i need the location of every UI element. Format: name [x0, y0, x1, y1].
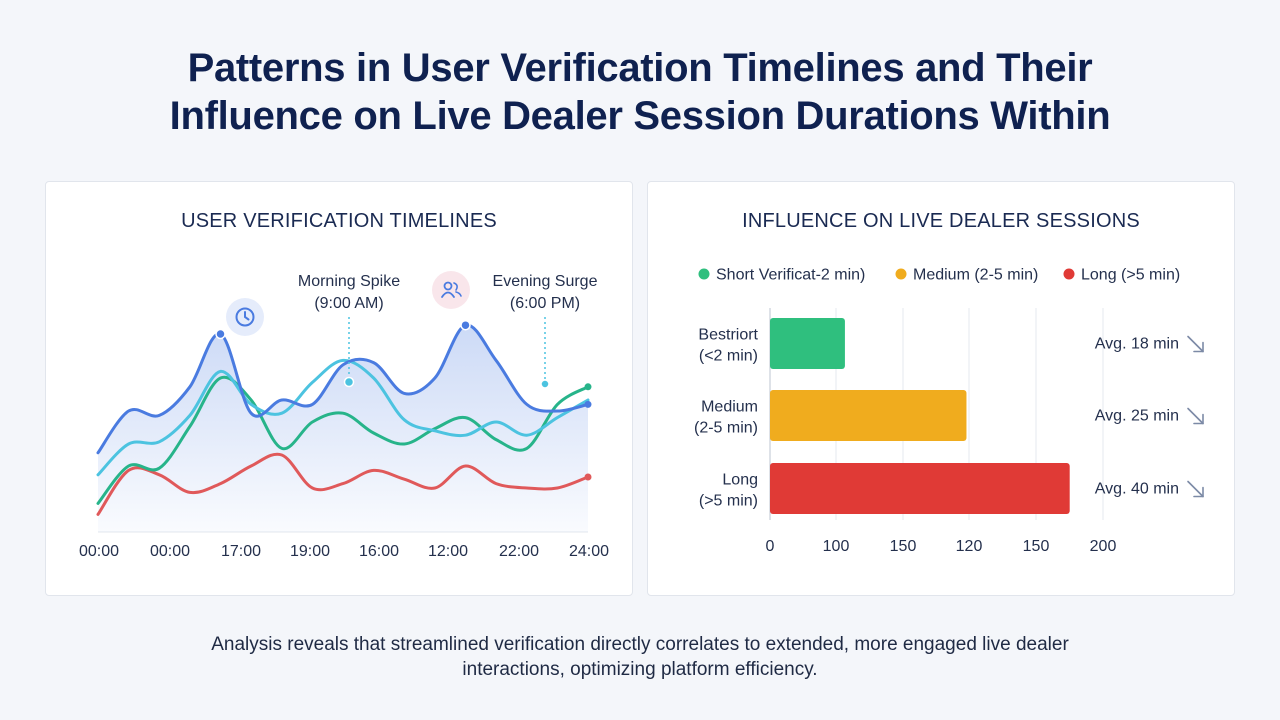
arrow-down-right-icon: [1187, 407, 1204, 425]
legend-label: Short Verificat-2 min): [716, 267, 865, 284]
line-series-1: [96, 358, 590, 477]
legend-label: Medium (2-5 min): [913, 267, 1038, 284]
line-series-3: [96, 452, 590, 516]
annotation-label: Evening Surge: [493, 273, 598, 290]
arrow-down-right-icon: [1187, 480, 1204, 498]
avg-label: Avg. 25 min: [1095, 408, 1179, 425]
x-tick-label: 12:00: [428, 543, 468, 560]
annotation-label: (6:00 PM): [510, 295, 580, 312]
data-point: [215, 328, 226, 340]
data-point: [584, 383, 592, 391]
x-tick-label: 17:00: [221, 543, 261, 560]
x-tick-label: 19:00: [290, 543, 330, 560]
verification-timelines-card: USER VERIFICATION TIMELINES Morning Spik…: [45, 181, 633, 596]
footer-line-1: Analysis reveals that streamlined verifi…: [211, 634, 1069, 655]
x-tick-label: 0: [766, 538, 775, 555]
line-series-0: [96, 323, 590, 455]
arrow-down-right-icon: [1187, 335, 1204, 353]
bar: [770, 463, 1070, 514]
x-tick-label: 150: [1023, 538, 1050, 555]
y-category-label: (<2 min): [699, 348, 758, 365]
x-tick-label: 00:00: [150, 543, 190, 560]
avg-label: Avg. 18 min: [1095, 336, 1179, 353]
legend-swatch: [698, 268, 710, 280]
annotation-point: [343, 376, 355, 388]
page-title: Patterns in User Verification Timelines …: [0, 44, 1280, 140]
legend-swatch: [895, 268, 907, 280]
dealer-sessions-card: INFLUENCE ON LIVE DEALER SESSIONS Short …: [647, 181, 1235, 596]
bar: [770, 390, 967, 441]
bar-chart: Short Verificat-2 min) Medium (2-5 min) Lo…: [694, 267, 1204, 555]
footer-summary: Analysis reveals that streamlined verifi…: [0, 632, 1280, 682]
page-title-line-2: Influence on Live Dealer Session Duratio…: [169, 94, 1111, 138]
x-tick-label: 100: [823, 538, 850, 555]
line-series-2: [96, 375, 590, 505]
legend-label: Long (>5 min): [1081, 267, 1180, 284]
x-tick-label: 00:00: [79, 543, 119, 560]
avg-label: Avg. 40 min: [1095, 481, 1179, 498]
y-category-label: Long: [722, 472, 758, 489]
clock-icon: [226, 298, 264, 336]
data-point: [584, 473, 592, 481]
y-category-label: (>5 min): [699, 493, 758, 510]
data-point: [460, 319, 471, 331]
line-chart: Morning Spike (9:00 AM) Evening Surge (6:00…: [79, 271, 609, 560]
y-category-label: Bestriort: [698, 327, 758, 344]
annotation-point: [540, 379, 550, 389]
x-tick-label: 150: [890, 538, 917, 555]
x-tick-label: 22:00: [499, 543, 539, 560]
y-category-label: (2-5 min): [694, 420, 758, 437]
x-tick-label: 200: [1090, 538, 1117, 555]
bar: [770, 318, 845, 369]
y-category-label: Medium: [701, 399, 758, 416]
bar-chart-title: INFLUENCE ON LIVE DEALER SESSIONS: [742, 210, 1140, 232]
x-tick-label: 120: [956, 538, 983, 555]
line-series-area-0: [98, 324, 588, 532]
users-icon: [432, 271, 470, 309]
footer-line-2: interactions, optimizing platform effici…: [462, 659, 818, 680]
x-tick-label: 16:00: [359, 543, 399, 560]
annotation-label: Morning Spike: [298, 273, 400, 290]
line-chart-title: USER VERIFICATION TIMELINES: [181, 210, 497, 232]
x-tick-label: 24:00: [569, 543, 609, 560]
data-point: [584, 400, 592, 408]
annotation-label: (9:00 AM): [314, 295, 383, 312]
legend-swatch: [1063, 268, 1075, 280]
page-title-line-1: Patterns in User Verification Timelines …: [187, 46, 1093, 90]
